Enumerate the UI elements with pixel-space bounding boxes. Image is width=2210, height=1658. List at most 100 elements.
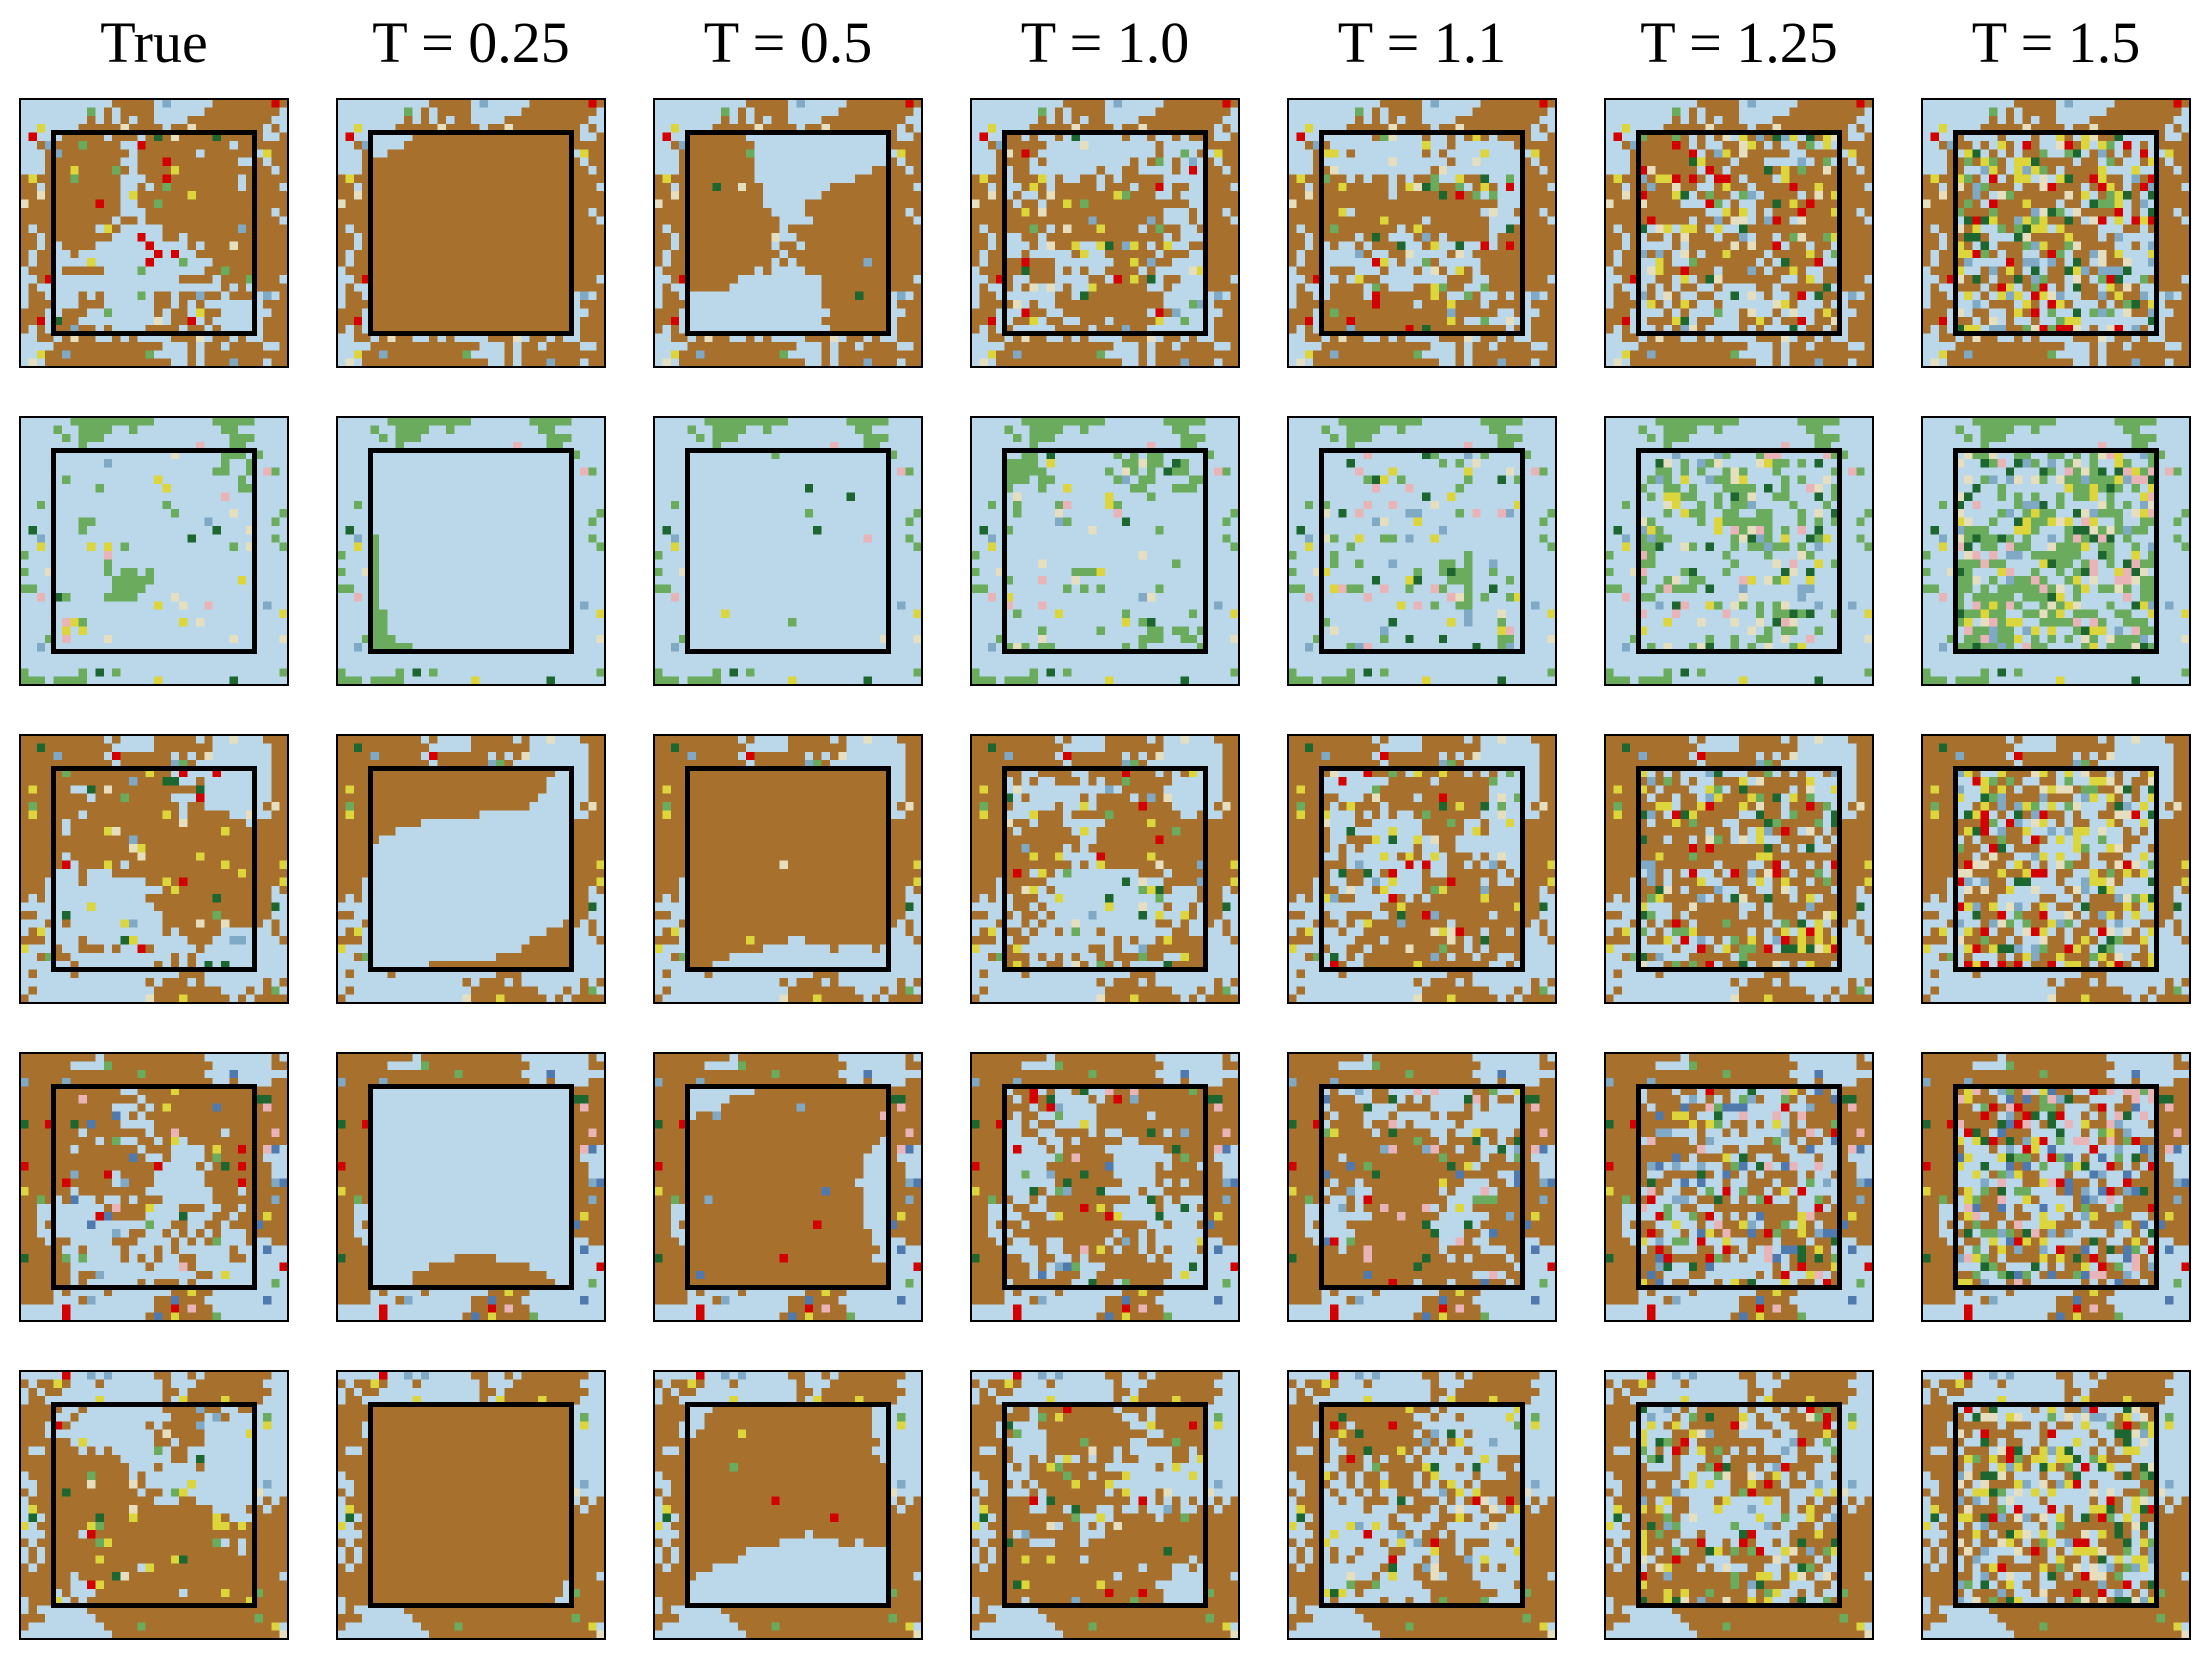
map-cell <box>1063 484 1073 493</box>
map-cell <box>1304 191 1314 201</box>
map-cell <box>1338 350 1415 360</box>
map-cell <box>1363 249 1373 259</box>
map-cell <box>1922 651 2191 661</box>
map-cell <box>579 157 589 167</box>
map-cell <box>1380 584 1390 594</box>
map-cell <box>137 191 189 201</box>
map-cell <box>1705 107 1740 117</box>
map-cell <box>1697 274 1707 284</box>
map-cell <box>1797 316 1807 326</box>
map-cell <box>1972 149 1982 159</box>
map-cell <box>1831 157 1841 167</box>
map-cell <box>1146 132 1156 142</box>
map-cell <box>1038 626 1047 636</box>
map-cell <box>1806 517 1815 527</box>
map-cell <box>1547 132 1557 142</box>
map-cell <box>1338 207 1348 217</box>
map-cell <box>1697 140 1707 150</box>
map-cell <box>754 157 890 167</box>
map-cell <box>1430 132 1448 142</box>
map-cell <box>1113 258 1131 268</box>
map-cell <box>2106 283 2116 293</box>
map-cell <box>1922 668 1931 678</box>
map-cell <box>1012 484 1039 493</box>
map-cell <box>1288 509 1323 519</box>
map-cell <box>1688 258 1698 268</box>
map-cell <box>1121 132 1131 142</box>
map-cell <box>1413 233 1423 242</box>
map-cell <box>20 735 105 744</box>
map-cell <box>2114 132 2124 142</box>
map-cell <box>1963 425 1982 435</box>
map-cell <box>1371 500 1390 510</box>
map-cell <box>971 517 1056 527</box>
map-cell <box>2156 199 2191 209</box>
map-cell <box>1672 300 1681 309</box>
map-cell <box>1371 241 1398 251</box>
map-cell <box>1071 576 1081 586</box>
map-cell <box>179 810 189 820</box>
map-cell <box>2181 542 2191 552</box>
map-cell <box>1405 584 1415 594</box>
map-cell <box>1663 300 1673 309</box>
map-cell <box>2014 425 2032 435</box>
map-cell <box>1205 157 1215 167</box>
map-cell <box>221 425 239 435</box>
map-cell <box>654 651 923 661</box>
map-cell <box>1688 467 1698 477</box>
map-cell <box>112 743 155 753</box>
map-cell <box>2173 115 2191 125</box>
map-cell <box>1029 241 1039 251</box>
map-cell <box>1497 241 1507 251</box>
map-cell <box>1856 534 1866 544</box>
map-cell <box>1755 216 1765 226</box>
map-cell <box>1938 241 1948 251</box>
map-cell <box>20 249 29 259</box>
map-cell <box>1288 500 1306 510</box>
map-cell <box>1472 467 1507 477</box>
map-cell <box>979 283 989 293</box>
map-cell <box>1680 668 1690 678</box>
map-cell <box>2064 224 2099 234</box>
map-cell <box>1288 258 1297 268</box>
map-cell <box>1472 458 1482 468</box>
map-cell <box>1288 592 1306 602</box>
panel-border <box>970 98 1240 368</box>
map-cell <box>1530 467 1540 477</box>
map-cell <box>345 249 355 259</box>
map-cell <box>1922 626 1965 636</box>
map-cell <box>1997 484 2007 493</box>
map-cell <box>1197 207 1207 217</box>
map-cell <box>1371 258 1381 268</box>
map-cell <box>212 316 264 326</box>
map-cell <box>2139 182 2149 192</box>
map-cell <box>1638 609 1648 619</box>
map-cell <box>1646 576 1665 586</box>
map-cell <box>1146 442 1156 452</box>
map-cell <box>838 333 848 343</box>
map-cell <box>1697 149 1707 159</box>
map-cell <box>1029 433 1056 443</box>
map-cell <box>20 551 29 560</box>
map-cell <box>212 333 230 343</box>
map-cell <box>579 325 606 335</box>
map-cell <box>20 818 63 828</box>
map-cell <box>1188 157 1198 167</box>
map-cell <box>1505 643 1515 653</box>
map-cell <box>221 132 264 142</box>
map-cell <box>2081 157 2099 167</box>
map-cell <box>1688 325 1698 335</box>
map-cell <box>1313 124 1348 134</box>
map-cell <box>1697 174 1707 184</box>
map-cell <box>1130 609 1190 619</box>
map-cell <box>1663 333 1681 343</box>
map-cell <box>2022 626 2032 636</box>
map-cell <box>1922 500 1940 510</box>
map-cell <box>1213 157 1223 167</box>
map-cell <box>788 618 797 627</box>
map-cell <box>1021 433 1031 443</box>
map-cell <box>1705 475 1715 485</box>
map-cell <box>579 358 589 368</box>
map-cell <box>1655 274 1673 284</box>
map-cell <box>154 241 189 251</box>
